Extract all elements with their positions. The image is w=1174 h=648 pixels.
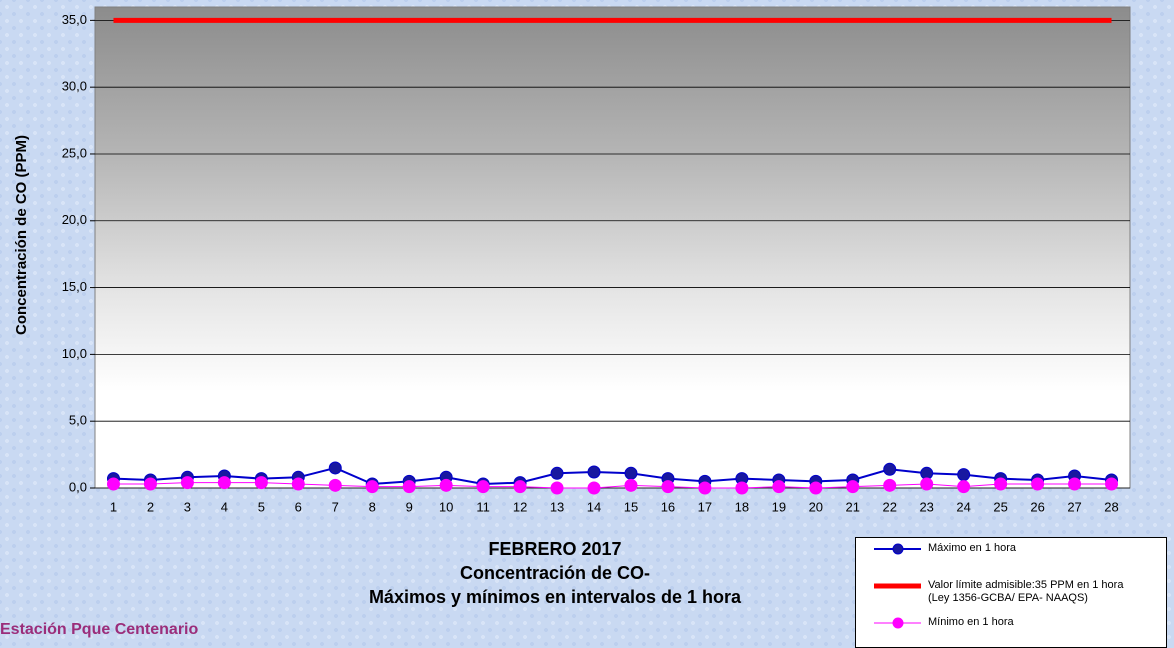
x-tick-label: 26 bbox=[1030, 499, 1044, 514]
x-tick-label: 23 bbox=[919, 499, 933, 514]
legend: Máximo en 1 hora Valor límite admisible:3… bbox=[855, 537, 1167, 648]
x-tick-label: 12 bbox=[513, 499, 527, 514]
marker bbox=[143, 477, 157, 491]
y-tick-label: 25,0 bbox=[62, 145, 87, 160]
marker bbox=[1031, 477, 1045, 491]
y-axis-label: Concentración de CO (PPM) bbox=[13, 135, 30, 335]
x-tick-label: 19 bbox=[772, 499, 786, 514]
marker bbox=[402, 480, 416, 494]
marker bbox=[254, 476, 268, 490]
marker bbox=[217, 476, 231, 490]
marker bbox=[994, 477, 1008, 491]
marker bbox=[1068, 477, 1082, 491]
marker bbox=[1105, 477, 1119, 491]
marker bbox=[439, 478, 453, 492]
x-tick-label: 9 bbox=[406, 499, 413, 514]
x-tick-label: 1 bbox=[110, 499, 117, 514]
annotation: Estación Pque Centenario bbox=[0, 621, 198, 638]
marker bbox=[291, 477, 305, 491]
y-tick-label: 10,0 bbox=[62, 346, 87, 361]
marker bbox=[550, 481, 564, 495]
x-tick-label: 11 bbox=[476, 499, 490, 514]
y-tick-label: 5,0 bbox=[69, 413, 87, 428]
marker bbox=[957, 468, 971, 482]
x-tick-label: 20 bbox=[809, 499, 823, 514]
marker bbox=[735, 481, 749, 495]
x-tick-label: 4 bbox=[221, 499, 228, 514]
title: Concentración de CO- bbox=[460, 563, 650, 583]
marker bbox=[106, 477, 120, 491]
x-tick-label: 14 bbox=[587, 499, 601, 514]
marker bbox=[661, 480, 675, 494]
marker bbox=[587, 465, 601, 479]
marker bbox=[550, 466, 564, 480]
marker bbox=[476, 480, 490, 494]
marker bbox=[180, 476, 194, 490]
series-line bbox=[113, 466, 1112, 486]
x-tick-label: 25 bbox=[993, 499, 1007, 514]
legend-label: Máximo en 1 hora bbox=[928, 542, 1017, 554]
x-tick-label: 2 bbox=[147, 499, 154, 514]
marker bbox=[957, 480, 971, 494]
x-tick-label: 15 bbox=[624, 499, 638, 514]
y-tick-label: 0,0 bbox=[69, 479, 87, 494]
marker bbox=[624, 478, 638, 492]
y-tick-label: 30,0 bbox=[62, 79, 87, 94]
x-tick-label: 7 bbox=[332, 499, 339, 514]
marker bbox=[587, 481, 601, 495]
marker bbox=[328, 478, 342, 492]
x-tick-label: 18 bbox=[735, 499, 749, 514]
marker bbox=[883, 462, 897, 476]
marker bbox=[328, 461, 342, 475]
x-tick-label: 22 bbox=[882, 499, 896, 514]
marker bbox=[772, 480, 786, 494]
x-tick-label: 3 bbox=[184, 499, 191, 514]
y-tick-label: 15,0 bbox=[62, 279, 87, 294]
marker bbox=[809, 481, 823, 495]
marker bbox=[883, 478, 897, 492]
legend-swatches bbox=[874, 543, 921, 629]
legend-label: Mínimo en 1 hora bbox=[928, 616, 1014, 628]
x-tick-label: 27 bbox=[1067, 499, 1081, 514]
y-tick-label: 20,0 bbox=[62, 212, 87, 227]
marker bbox=[624, 466, 638, 480]
legend-marker bbox=[892, 617, 904, 629]
x-tick-label: 21 bbox=[846, 499, 860, 514]
y-tick-label: 35,0 bbox=[62, 12, 87, 27]
x-tick-label: 17 bbox=[698, 499, 712, 514]
legend-label: Valor límite admisible:35 PPM en 1 hora … bbox=[928, 579, 1124, 604]
legend-marker bbox=[892, 543, 904, 555]
marker bbox=[846, 480, 860, 494]
marker bbox=[698, 481, 712, 495]
title: Máximos y mínimos en intervalos de 1 hor… bbox=[369, 587, 742, 607]
series-line bbox=[113, 482, 1112, 489]
x-tick-label: 16 bbox=[661, 499, 675, 514]
marker bbox=[365, 480, 379, 494]
x-tick-label: 13 bbox=[550, 499, 564, 514]
x-tick-label: 24 bbox=[956, 499, 970, 514]
plot-area bbox=[94, 6, 1131, 489]
x-tick-label: 10 bbox=[439, 499, 453, 514]
title: FEBRERO 2017 bbox=[488, 539, 621, 559]
marker bbox=[513, 480, 527, 494]
x-tick-label: 8 bbox=[369, 499, 376, 514]
x-tick-label: 6 bbox=[295, 499, 302, 514]
marker bbox=[920, 477, 934, 491]
x-tick-label: 28 bbox=[1104, 499, 1118, 514]
x-tick-label: 5 bbox=[258, 499, 265, 514]
